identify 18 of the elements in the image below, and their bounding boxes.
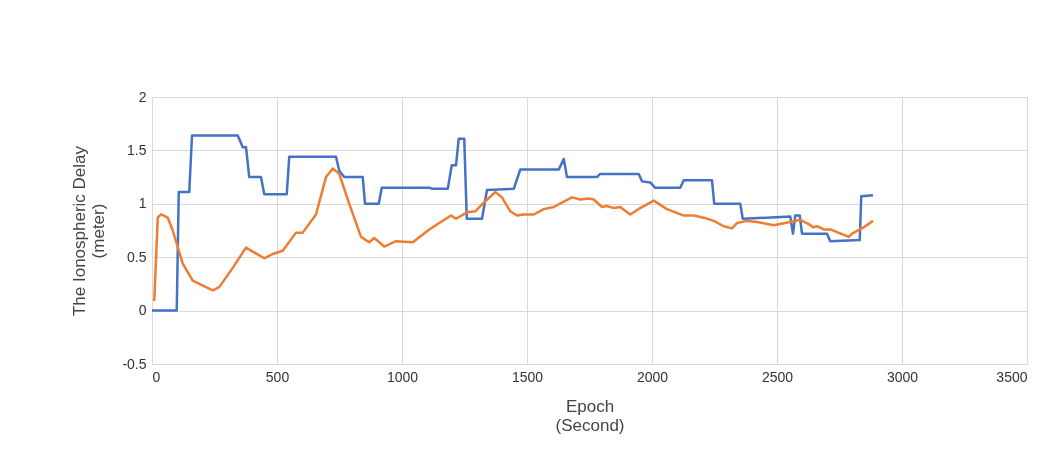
y-tick-label: 2 [138,88,147,105]
x-tick-label: 3000 [886,368,919,385]
y-tick-label: 0 [138,302,147,319]
y-axis-title: The Ionospheric Delay (meter) [70,145,109,317]
y-tick-label: 1.5 [127,141,147,158]
x-tick-label: 2000 [636,368,669,385]
x-tick-label: 1000 [386,368,419,385]
x-axis-title: Epoch (Second) [555,396,625,435]
line-series [150,134,875,312]
x-tick-label: 2500 [761,368,794,385]
x-tick-label: 3500 [996,368,1028,385]
x-tick-label: 500 [265,368,290,385]
y-tick-label: -0.5 [122,355,147,372]
y-tick-label: 0.5 [127,248,147,265]
y-tick-label: 1 [138,195,147,212]
x-tick-label: 1500 [511,368,544,385]
line-series [153,167,875,303]
x-tick-label: 0 [152,368,161,385]
